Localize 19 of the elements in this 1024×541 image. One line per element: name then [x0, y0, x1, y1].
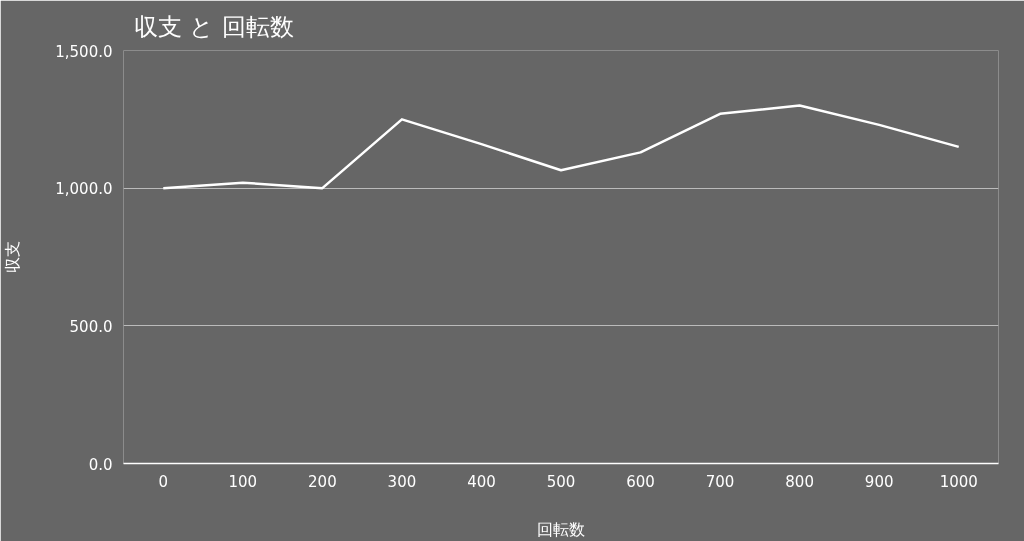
y-tick-label: 500.0 — [69, 317, 113, 336]
x-tick-label: 800 — [785, 472, 814, 491]
x-axis-title: 回転数 — [537, 519, 585, 539]
x-tick-label: 900 — [864, 472, 894, 491]
line-series — [162, 104, 960, 190]
x-tick-label: 200 — [308, 472, 337, 491]
x-tick-label: 100 — [228, 472, 258, 491]
x-tick-label: 500 — [546, 472, 576, 491]
y-tick-label: 1,500.0 — [55, 42, 113, 61]
x-tick-label: 400 — [467, 472, 496, 491]
x-tick-label: 1000 — [939, 472, 978, 491]
x-tick-label: 0 — [158, 472, 169, 491]
y-axis-title: 収支 — [3, 241, 23, 273]
chart-title: 収支 と 回転数 — [133, 12, 294, 41]
y-tick-label: 0.0 — [88, 455, 113, 474]
x-tick-label: 300 — [387, 472, 417, 491]
x-tick-label: 700 — [705, 472, 735, 491]
y-tick-label: 1,000.0 — [55, 180, 113, 199]
x-tick-label: 600 — [626, 472, 655, 491]
